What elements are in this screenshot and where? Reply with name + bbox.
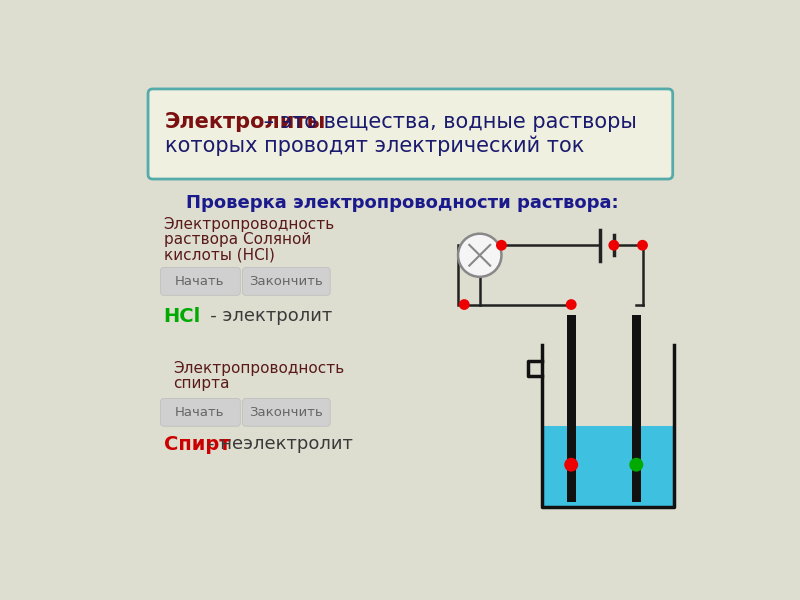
Text: - неэлектролит: - неэлектролит <box>209 436 354 454</box>
Circle shape <box>564 458 578 472</box>
FancyBboxPatch shape <box>148 89 673 179</box>
Circle shape <box>637 240 648 251</box>
FancyBboxPatch shape <box>242 398 330 426</box>
Text: спирта: спирта <box>174 376 230 391</box>
Text: Проверка электропроводности раствора:: Проверка электропроводности раствора: <box>186 194 618 212</box>
Text: раствора Соляной: раствора Соляной <box>163 232 310 247</box>
Text: HCl: HCl <box>163 307 201 326</box>
Text: Электропроводность: Электропроводность <box>163 217 335 232</box>
Text: Электропроводность: Электропроводность <box>174 361 345 376</box>
Text: которых проводят электрический ток: которых проводят электрический ток <box>165 135 585 155</box>
Text: Закончить: Закончить <box>249 275 323 288</box>
Bar <box>567 314 576 502</box>
Text: Электролиты: Электролиты <box>165 112 326 132</box>
Circle shape <box>459 299 470 310</box>
Bar <box>542 426 673 506</box>
Bar <box>633 314 641 502</box>
FancyBboxPatch shape <box>161 398 240 426</box>
Text: Начать: Начать <box>175 275 225 288</box>
Text: Спирт: Спирт <box>163 436 230 454</box>
Circle shape <box>458 233 502 277</box>
Text: кислоты (HCl): кислоты (HCl) <box>163 248 274 263</box>
Circle shape <box>609 240 619 251</box>
Text: - электролит: - электролит <box>193 307 332 325</box>
FancyBboxPatch shape <box>161 268 240 295</box>
Text: Начать: Начать <box>175 406 225 419</box>
Circle shape <box>630 458 643 472</box>
Circle shape <box>496 240 507 251</box>
Text: Закончить: Закончить <box>249 406 323 419</box>
Text: – это вещества, водные растворы: – это вещества, водные растворы <box>257 112 637 132</box>
Circle shape <box>566 299 577 310</box>
FancyBboxPatch shape <box>242 268 330 295</box>
